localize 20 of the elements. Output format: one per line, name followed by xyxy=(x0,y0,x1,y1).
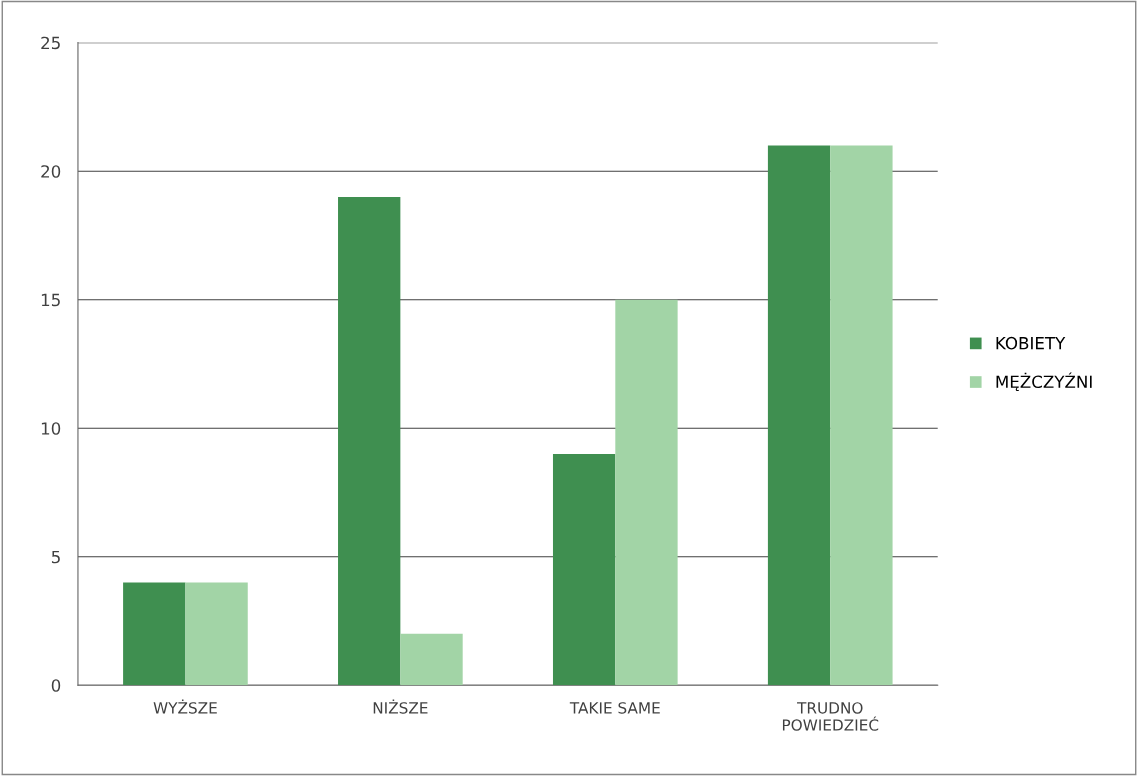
x-tick-label: NIŻSZE xyxy=(373,699,428,714)
x-tick-label: TAKIE SAME xyxy=(569,702,660,714)
x-tick-label: WYŻSZE xyxy=(153,699,217,714)
bar xyxy=(830,145,893,686)
bar xyxy=(185,582,248,686)
y-tick-label: 15 xyxy=(41,293,60,307)
y-tick-label: 20 xyxy=(41,165,61,178)
bar xyxy=(615,299,678,686)
legend-label: KOBIETY xyxy=(996,336,1066,350)
y-tick-label: 10 xyxy=(41,422,61,435)
bar xyxy=(552,453,616,686)
legend-label: MĘŻCZYŹNI xyxy=(996,372,1092,392)
y-tick-label: 5 xyxy=(51,550,60,564)
bar xyxy=(338,196,401,686)
y-tick-label: 25 xyxy=(41,36,60,50)
bar xyxy=(123,582,186,686)
x-tick-label: TRUDNO POWIEDZIEĆ xyxy=(782,702,879,731)
bar xyxy=(400,633,463,686)
bar xyxy=(767,145,831,686)
y-tick-label: 0 xyxy=(51,679,61,692)
